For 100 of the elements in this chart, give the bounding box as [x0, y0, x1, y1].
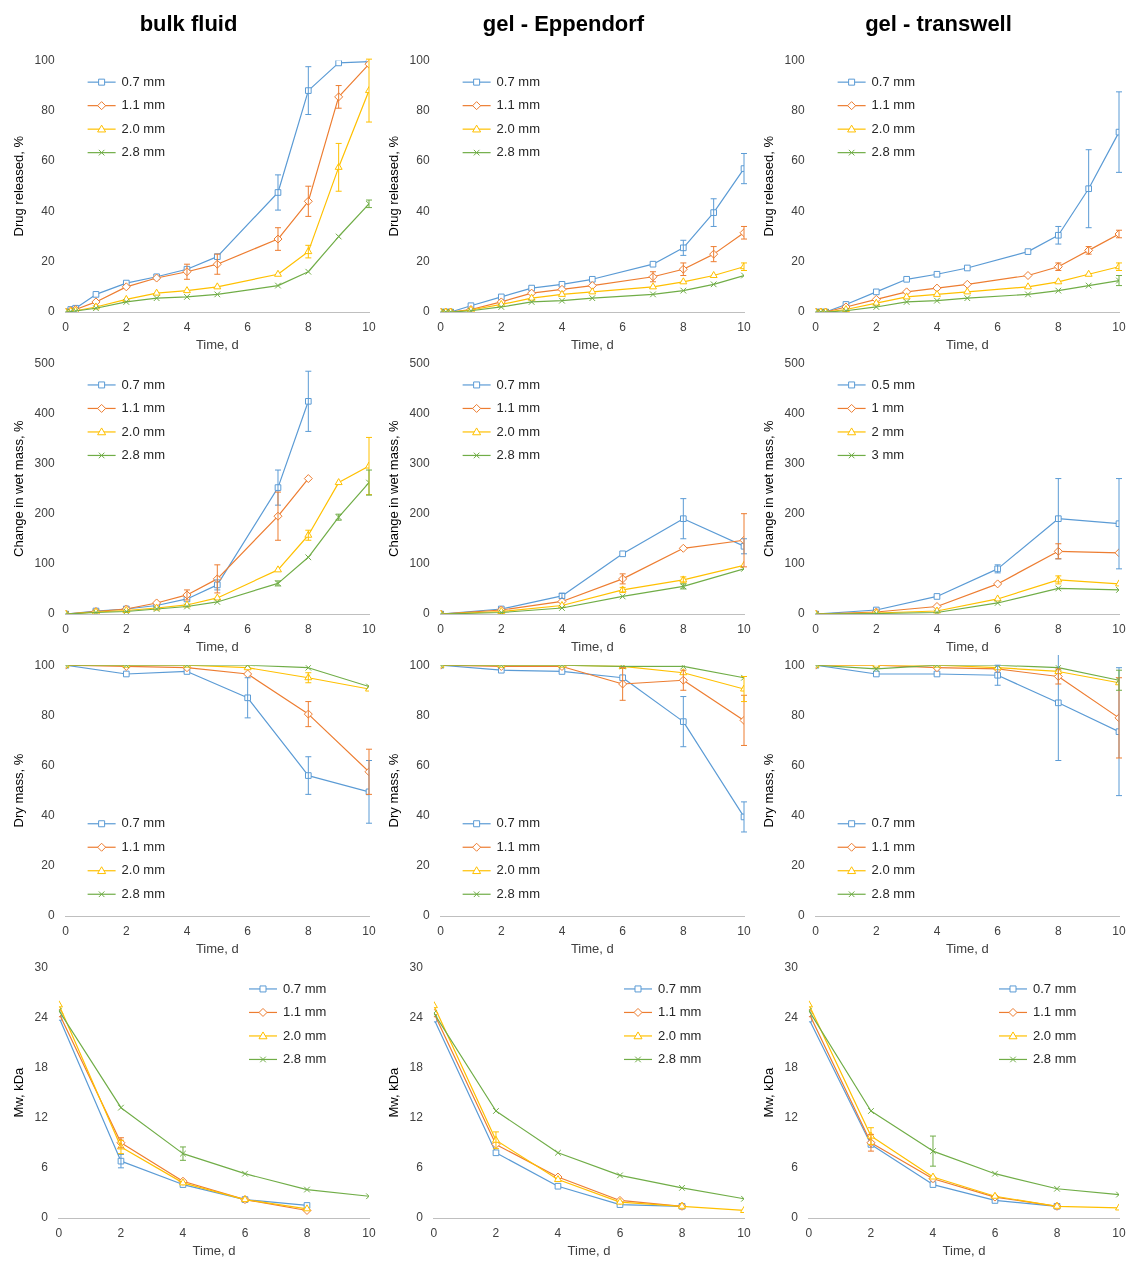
y-axis-title: Change in wet mass, %	[761, 419, 777, 557]
y-tick-label: 18	[34, 1059, 49, 1074]
x-tick-label: 6	[244, 319, 252, 334]
y-tick-label: 20	[41, 253, 55, 268]
x-axis-title: Time, d	[567, 1242, 611, 1258]
legend-label: 2.8 mm	[496, 885, 540, 901]
x-tick-label: 10	[362, 319, 376, 334]
x-axis-title: Time, d	[945, 638, 989, 654]
x-tick-label: 8	[679, 319, 687, 334]
x-tick-label: 0	[62, 319, 70, 334]
x-axis-title: Time, d	[195, 940, 239, 956]
x-tick-label: 2	[872, 621, 880, 636]
y-tick-label: 200	[409, 505, 430, 520]
y-tick-label: 100	[34, 556, 55, 571]
x-tick-label: 10	[1112, 923, 1126, 938]
chart-title: bulk fluid	[139, 11, 238, 37]
x-tick-label: 6	[619, 621, 627, 636]
y-tick-label: 0	[47, 304, 55, 319]
legend-label: 0.7 mm	[496, 815, 540, 831]
y-tick-label: 80	[791, 707, 805, 722]
y-axis-title: Mw, kDa	[386, 1066, 402, 1118]
legend-label: 0.7 mm	[1033, 980, 1077, 996]
y-tick-label: 80	[791, 103, 805, 118]
y-tick-label: 0	[47, 606, 55, 621]
legend-label: 1.1 mm	[496, 838, 540, 854]
y-tick-label: 6	[416, 1160, 424, 1175]
legend-label: 0.7 mm	[871, 815, 915, 831]
legend-label: 2.8 mm	[496, 447, 540, 463]
x-tick-label: 4	[558, 923, 566, 938]
y-tick-label: 80	[41, 707, 55, 722]
y-tick-label: 500	[34, 355, 55, 370]
legend-label: 2.8 mm	[121, 144, 165, 160]
y-axis-title: Mw, kDa	[11, 1066, 27, 1118]
x-axis-title: Time, d	[192, 1242, 236, 1258]
y-tick-label: 18	[784, 1059, 799, 1074]
y-tick-label: 0	[797, 606, 805, 621]
x-tick-label: 6	[241, 1225, 249, 1240]
x-tick-label: 6	[616, 1225, 624, 1240]
x-tick-label: 0	[812, 923, 820, 938]
legend-label: 0.7 mm	[121, 815, 165, 831]
x-axis-title: Time, d	[570, 638, 614, 654]
x-tick-label: 6	[619, 923, 627, 938]
y-tick-label: 60	[41, 153, 55, 168]
legend-label: 1.1 mm	[121, 838, 165, 854]
y-tick-label: 100	[409, 556, 430, 571]
x-tick-label: 4	[183, 621, 191, 636]
y-tick-label: 100	[409, 657, 430, 672]
legend-label: 1.1 mm	[496, 400, 540, 416]
y-tick-label: 100	[784, 657, 805, 672]
x-tick-label: 2	[867, 1225, 875, 1240]
legend-label: 1.1 mm	[121, 400, 165, 416]
x-tick-label: 6	[244, 621, 252, 636]
legend-label: 2.0 mm	[496, 423, 540, 439]
y-tick-label: 20	[416, 858, 430, 873]
legend-label: 0.7 mm	[121, 73, 165, 89]
legend-label: 0.7 mm	[496, 73, 540, 89]
x-tick-label: 6	[244, 923, 252, 938]
x-tick-label: 10	[1112, 1225, 1126, 1240]
x-tick-label: 2	[497, 621, 505, 636]
legend-label: 2.8 mm	[871, 885, 915, 901]
x-axis-title: Time, d	[945, 336, 989, 352]
y-tick-label: 24	[409, 1009, 424, 1024]
y-tick-label: 100	[34, 52, 55, 67]
x-tick-label: 0	[62, 923, 70, 938]
y-tick-label: 60	[41, 757, 55, 772]
legend-label: 1 mm	[871, 400, 905, 416]
x-tick-label: 2	[117, 1225, 125, 1240]
x-tick-label: 4	[183, 319, 191, 334]
legend-label: 1.1 mm	[871, 838, 915, 854]
x-tick-label: 4	[558, 319, 566, 334]
x-tick-label: 8	[1054, 319, 1062, 334]
x-tick-label: 4	[933, 923, 941, 938]
legend-label: 0.7 mm	[283, 980, 327, 996]
x-tick-label: 8	[1054, 621, 1062, 636]
x-tick-label: 10	[737, 319, 751, 334]
legend-label: 2.8 mm	[871, 144, 915, 160]
y-tick-label: 80	[416, 707, 430, 722]
y-tick-label: 24	[784, 1009, 799, 1024]
y-tick-label: 60	[416, 153, 430, 168]
legend-label: 2.8 mm	[1033, 1051, 1077, 1067]
legend-label: 2.0 mm	[121, 120, 165, 136]
x-tick-label: 10	[1112, 319, 1126, 334]
x-tick-label: 10	[737, 1225, 751, 1240]
y-tick-label: 500	[409, 355, 430, 370]
y-tick-label: 40	[41, 203, 55, 218]
y-tick-label: 20	[416, 253, 430, 268]
y-tick-label: 500	[784, 355, 805, 370]
y-tick-label: 40	[416, 203, 430, 218]
y-axis-title: Dry mass, %	[11, 753, 27, 828]
legend-label: 2.0 mm	[871, 862, 915, 878]
y-tick-label: 0	[422, 606, 430, 621]
legend-label: 2.0 mm	[283, 1027, 327, 1043]
legend-label: 1.1 mm	[496, 97, 540, 113]
legend-label: 0.7 mm	[871, 73, 915, 89]
legend-label: 2.0 mm	[1033, 1027, 1077, 1043]
y-axis-title: Change in wet mass, %	[386, 419, 402, 557]
x-tick-label: 4	[179, 1225, 187, 1240]
x-tick-label: 10	[737, 923, 751, 938]
y-tick-label: 400	[784, 405, 805, 420]
legend-label: 2.0 mm	[496, 862, 540, 878]
